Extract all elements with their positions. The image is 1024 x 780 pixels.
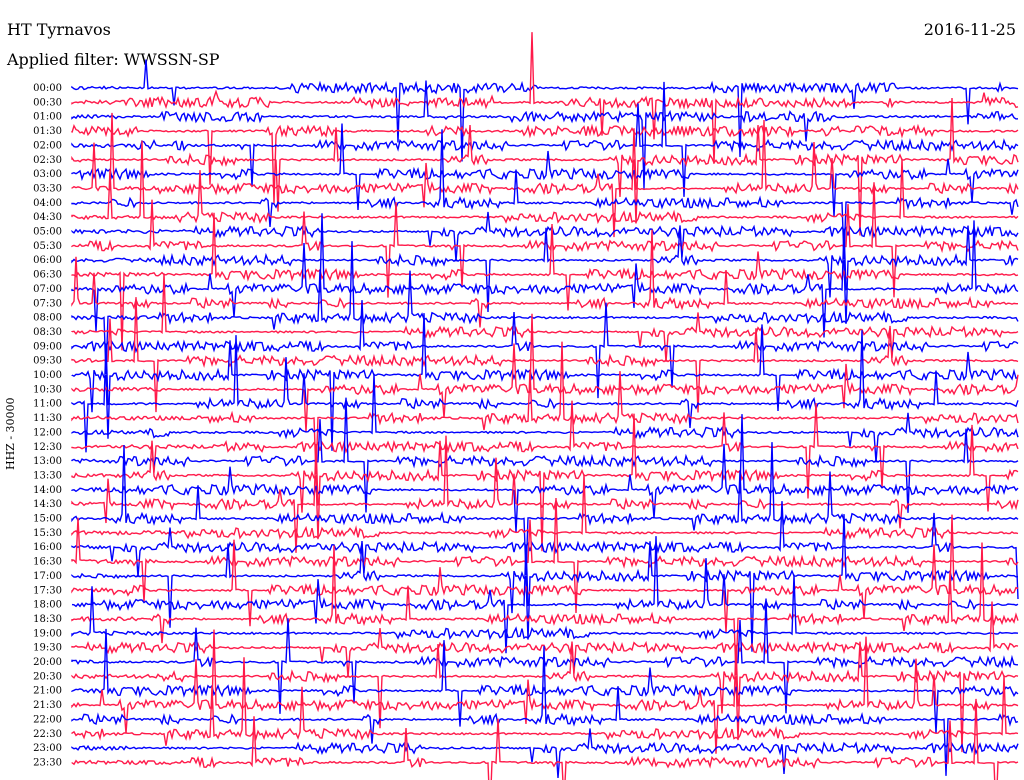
time-tick-label: 14:30 <box>33 499 62 510</box>
seismic-trace-row <box>71 80 1019 189</box>
time-tick-label: 04:30 <box>33 212 62 223</box>
seismic-trace-row <box>71 273 1019 362</box>
time-tick-label: 20:00 <box>33 657 62 668</box>
time-tick-label: 21:30 <box>33 700 62 711</box>
seismic-trace-row <box>71 514 1019 634</box>
time-tick-label: 00:00 <box>33 83 62 94</box>
time-tick-label: 05:30 <box>33 241 62 252</box>
time-tick-label: 15:30 <box>33 528 62 539</box>
time-tick-label: 08:30 <box>33 327 62 338</box>
time-tick-label: 19:30 <box>33 643 62 654</box>
time-tick-label: 15:00 <box>33 514 62 525</box>
seismic-trace-row <box>71 698 1019 780</box>
time-tick-label: 00:30 <box>33 97 62 108</box>
seismic-trace-row <box>71 628 1019 734</box>
time-tick-label: 06:30 <box>33 270 62 281</box>
seismic-trace-row <box>71 297 1019 413</box>
seismic-trace-row <box>71 474 1019 540</box>
time-tick-label: 03:30 <box>33 183 62 194</box>
seismic-trace-row <box>71 542 1019 676</box>
seismic-trace-row <box>71 413 1019 552</box>
seismic-trace-row <box>71 657 1019 746</box>
seismic-trace-row <box>71 97 1019 236</box>
filter-label: Applied filter: WWSSN-SP <box>7 50 220 69</box>
seismic-trace-row <box>71 225 1019 324</box>
seismic-trace-row <box>71 59 1019 162</box>
seismic-trace-row <box>71 300 1019 399</box>
seismic-trace-row <box>71 123 1019 217</box>
seismic-trace-row <box>71 241 1019 375</box>
seismic-traces <box>71 32 1019 780</box>
station-title: HT Tyrnavos <box>7 20 111 39</box>
time-tick-label: 13:00 <box>33 456 62 467</box>
seismic-trace-row <box>71 400 1019 499</box>
seismic-trace-row <box>71 373 1019 463</box>
seismic-trace-row <box>71 514 1019 652</box>
time-tick-label: 08:00 <box>33 313 62 324</box>
seismic-trace-row <box>71 123 1019 204</box>
seismic-trace-row <box>71 112 1019 238</box>
seismic-trace-row <box>71 129 1019 260</box>
time-tick-label: 05:00 <box>33 227 62 238</box>
time-tick-label: 17:00 <box>33 571 62 582</box>
time-tick-label: 07:30 <box>33 298 62 309</box>
time-tick-label: 10:00 <box>33 370 62 381</box>
time-tick-label: 11:00 <box>33 399 62 410</box>
time-tick-label: 01:00 <box>33 112 62 123</box>
seismic-trace-row <box>71 211 1019 262</box>
seismic-trace-row <box>71 414 1019 533</box>
time-tick-label: 12:30 <box>33 442 62 453</box>
time-tick-label: 04:00 <box>33 198 62 209</box>
time-tick-label: 11:30 <box>33 413 62 424</box>
seismic-trace-row <box>71 341 1019 475</box>
time-tick-label: 06:00 <box>33 255 62 266</box>
time-tick-label: 22:30 <box>33 729 62 740</box>
time-tick-label: 07:00 <box>33 284 62 295</box>
time-tick-label: 02:00 <box>33 140 62 151</box>
seismic-trace-row <box>71 182 1019 298</box>
time-tick-label: 23:30 <box>33 757 62 768</box>
time-tick-label: 01:30 <box>33 126 62 137</box>
time-tick-label: 16:30 <box>33 557 62 568</box>
seismic-trace-row <box>71 140 1019 225</box>
time-axis-labels: 00:00 00:30 01:00 01:30 02:00 02:30 03:00 03:30… <box>33 83 62 768</box>
time-tick-label: 20:30 <box>33 671 62 682</box>
time-tick-label: 18:30 <box>33 614 62 625</box>
seismic-trace-row <box>71 397 1019 513</box>
time-tick-label: 18:00 <box>33 600 62 611</box>
seismic-trace-row <box>71 641 1019 753</box>
seismic-trace-row <box>71 536 1019 654</box>
seismic-trace-row <box>71 645 1019 776</box>
seismic-trace-row <box>71 213 1019 338</box>
time-tick-label: 10:30 <box>33 384 62 395</box>
time-tick-label: 21:00 <box>33 686 62 697</box>
seismic-trace-row <box>71 212 1019 351</box>
seismic-trace-row <box>71 574 1019 641</box>
seismic-trace-row <box>71 728 1019 779</box>
seismic-trace-row <box>71 229 1018 328</box>
seismic-trace-row <box>71 32 1019 164</box>
seismic-trace-row <box>71 497 1019 614</box>
seismic-trace-row <box>71 629 1019 754</box>
seismic-trace-row <box>71 81 1019 197</box>
time-tick-label: 22:00 <box>33 714 62 725</box>
time-tick-label: 17:30 <box>33 585 62 596</box>
date-label: 2016-11-25 <box>923 20 1016 39</box>
seismic-trace-row <box>71 442 1019 576</box>
time-tick-label: 09:30 <box>33 356 62 367</box>
time-tick-label: 02:30 <box>33 155 62 166</box>
time-tick-label: 19:00 <box>33 628 62 639</box>
time-tick-label: 12:00 <box>33 427 62 438</box>
seismic-trace-row <box>71 330 1019 453</box>
time-tick-label: 03:00 <box>33 169 62 180</box>
seismic-trace-row <box>71 435 1019 553</box>
time-tick-label: 09:00 <box>33 341 62 352</box>
time-tick-label: 13:30 <box>33 470 62 481</box>
time-tick-label: 16:00 <box>33 542 62 553</box>
time-tick-label: 14:00 <box>33 485 62 496</box>
time-tick-label: 23:00 <box>33 743 62 754</box>
